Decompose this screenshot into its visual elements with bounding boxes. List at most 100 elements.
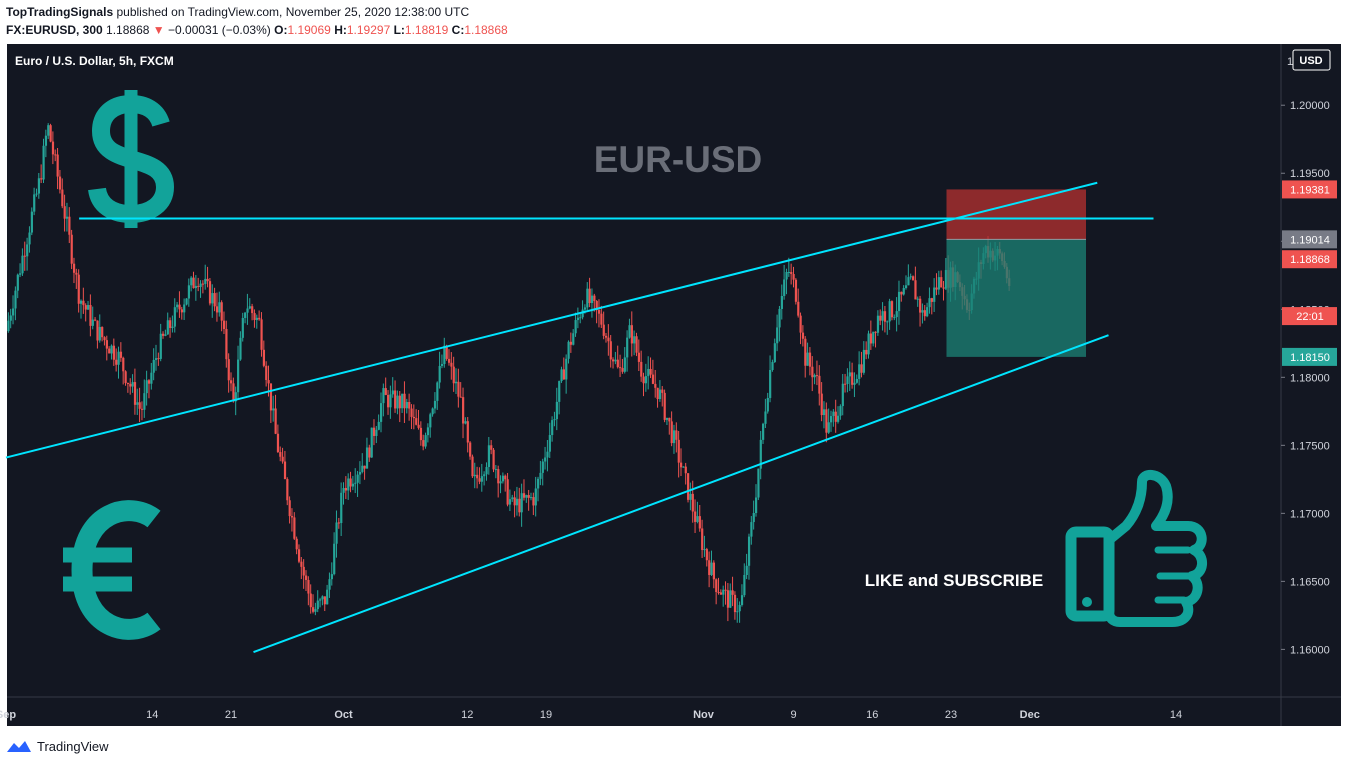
candle (218, 291, 221, 317)
candle-body (276, 433, 280, 453)
candle-body (752, 512, 755, 523)
candle (403, 381, 406, 423)
candle-body (394, 390, 397, 409)
price-tick-label: 1.20000 (1290, 100, 1330, 112)
candle (762, 422, 765, 444)
candle-body (98, 327, 101, 341)
drawings-layer[interactable] (5, 181, 1154, 654)
currency-label[interactable]: USD (1299, 55, 1322, 67)
take-profit-zone[interactable] (946, 239, 1087, 357)
candle (227, 353, 230, 393)
candle (944, 257, 948, 291)
candle (553, 411, 556, 427)
candle-body (705, 549, 708, 561)
open-value: 1.19069 (287, 23, 331, 37)
candle (860, 351, 863, 378)
candle (886, 320, 889, 335)
candle-body (206, 278, 209, 282)
candle (96, 320, 99, 349)
candle-body (478, 478, 481, 482)
time-scale[interactable] (7, 697, 1341, 726)
candle (485, 462, 488, 481)
candle-body (862, 349, 866, 373)
candle-body (853, 382, 856, 385)
position-layer[interactable] (946, 189, 1087, 357)
candle-body (562, 369, 566, 380)
publish-date: published on TradingView.com, November 2… (116, 5, 470, 19)
candle-body (337, 522, 341, 524)
candle (171, 315, 174, 333)
candle (33, 187, 36, 216)
candle-body (565, 358, 568, 380)
candle (49, 123, 52, 143)
candle (365, 437, 369, 469)
symbol-label: FX:EURUSD, 300 (6, 23, 103, 37)
candle (129, 378, 132, 395)
candle-body (558, 381, 561, 402)
price-tag: 1.19014 (1282, 230, 1337, 249)
candle-body (649, 368, 652, 375)
candle (429, 412, 432, 438)
candle (546, 440, 549, 472)
candle-body (588, 288, 591, 304)
candle-body (342, 488, 345, 493)
candle-body (94, 319, 97, 321)
candle-body (115, 359, 118, 365)
candle (635, 332, 638, 357)
candle-body (541, 461, 544, 473)
candle-body (644, 376, 648, 384)
candle-body (933, 287, 936, 302)
candle-body (532, 497, 535, 506)
candle-body (323, 596, 326, 605)
candle (567, 340, 570, 364)
candle (848, 361, 851, 391)
candle-body (665, 417, 669, 420)
publisher-name[interactable]: TopTradingSignals (6, 5, 114, 19)
candle (724, 581, 727, 605)
candle-body (841, 383, 844, 407)
channel-upper-line[interactable] (5, 181, 1098, 459)
candle (192, 271, 195, 289)
candle-body (157, 358, 160, 360)
candle-body (447, 358, 451, 363)
candle-body (609, 341, 612, 360)
candle-body (680, 462, 683, 468)
candle (187, 278, 191, 307)
footer-brand[interactable]: TradingView (37, 738, 109, 754)
candle (253, 309, 256, 328)
candle-body (145, 380, 148, 394)
candle (708, 551, 711, 588)
candle (785, 268, 788, 295)
candle-body (431, 408, 434, 415)
candle-body (410, 408, 413, 417)
candle (436, 381, 439, 410)
price-tag-bg (1282, 307, 1337, 326)
candle-body (389, 394, 392, 408)
candle (351, 475, 355, 491)
candle (687, 472, 690, 503)
time-tick-label: 12 (461, 709, 473, 721)
candle (656, 387, 659, 408)
tradingview-logo-icon[interactable] (6, 739, 32, 753)
stop-loss-zone[interactable] (946, 189, 1087, 240)
candle (469, 441, 472, 460)
candle (89, 294, 92, 337)
candle-body (738, 604, 741, 612)
candle-body (239, 337, 242, 360)
candle (797, 288, 800, 318)
candle (206, 266, 209, 288)
candle-body (82, 300, 85, 306)
price-scale[interactable] (1281, 44, 1341, 697)
currency-button[interactable]: USD (1292, 49, 1331, 71)
candle-body (54, 154, 57, 156)
candle (80, 299, 83, 319)
candle (157, 352, 160, 366)
candle (851, 362, 854, 389)
candle-body (694, 511, 697, 522)
channel-lower-line[interactable] (253, 334, 1109, 654)
candle (914, 266, 917, 300)
candle (757, 468, 760, 501)
candle (719, 589, 723, 595)
candle-body (944, 270, 948, 289)
